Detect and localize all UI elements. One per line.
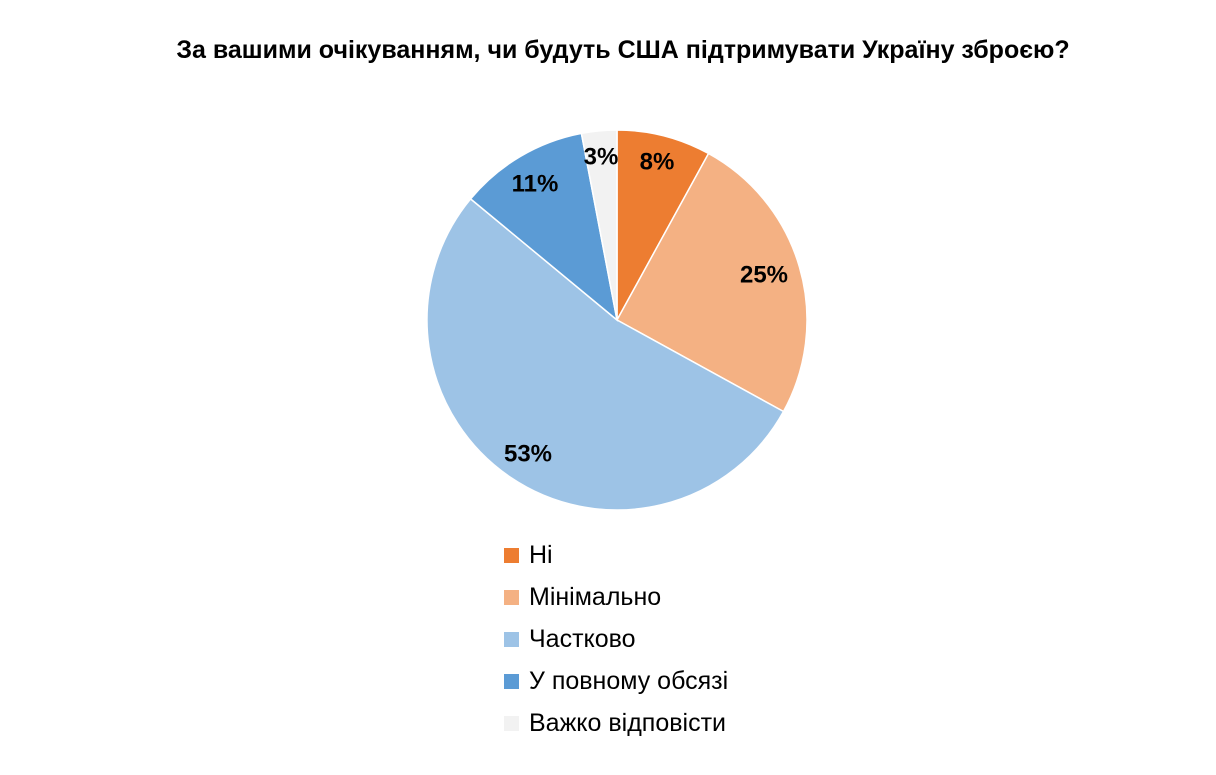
pie-slices — [426, 129, 808, 511]
legend-label-u-povnomu-obsiazi: У повному обсязі — [529, 666, 729, 695]
legend-item-vazhko-vidpovisty: Важко відповісти — [504, 702, 728, 744]
legend-label-chastkovo: Частково — [529, 624, 636, 653]
pie-data-labels: 8% 25% 53% 11% 3% — [504, 143, 788, 467]
pie-slice-chastkovo — [426, 197, 785, 511]
legend-item-u-povnomu-obsiazi: У повному обсязі — [504, 660, 728, 702]
data-label-minimalno: 25% — [740, 261, 788, 288]
legend-swatch-minimalno — [504, 589, 519, 605]
legend-item-ni: Ні — [504, 534, 728, 576]
legend-label-vazhko-vidpovisty: Важко відповісти — [529, 708, 726, 737]
data-label-chastkovo: 53% — [504, 440, 552, 467]
pie-slice-vazhko-vidpovisty — [580, 129, 618, 321]
legend-swatch-vazhko-vidpovisty — [504, 715, 519, 731]
pie-slice-minimalno — [615, 152, 808, 413]
data-label-vazhko-vidpovisty: 3% — [584, 143, 619, 170]
chart-title: За вашими очікуванням, чи будуть США під… — [176, 36, 1070, 64]
legend-item-chastkovo: Частково — [504, 618, 728, 660]
legend-swatch-u-povnomu-obsiazi — [504, 673, 519, 689]
legend-label-ni: Ні — [529, 540, 553, 569]
legend-swatch-chastkovo — [504, 631, 519, 647]
pie-slice-u-povnomu-obsiazi — [469, 132, 619, 322]
legend-swatch-ni — [504, 547, 519, 563]
legend-item-minimalno: Мінімально — [504, 576, 728, 618]
legend-label-minimalno: Мінімально — [529, 582, 662, 611]
pie-slice-ni — [616, 129, 710, 321]
chart-legend: Ні Мінімально Частково У повному обсязі Важк… — [504, 534, 728, 744]
data-label-ni: 8% — [640, 148, 675, 175]
data-label-u-povnomu-obsiazi: 11% — [512, 170, 559, 197]
